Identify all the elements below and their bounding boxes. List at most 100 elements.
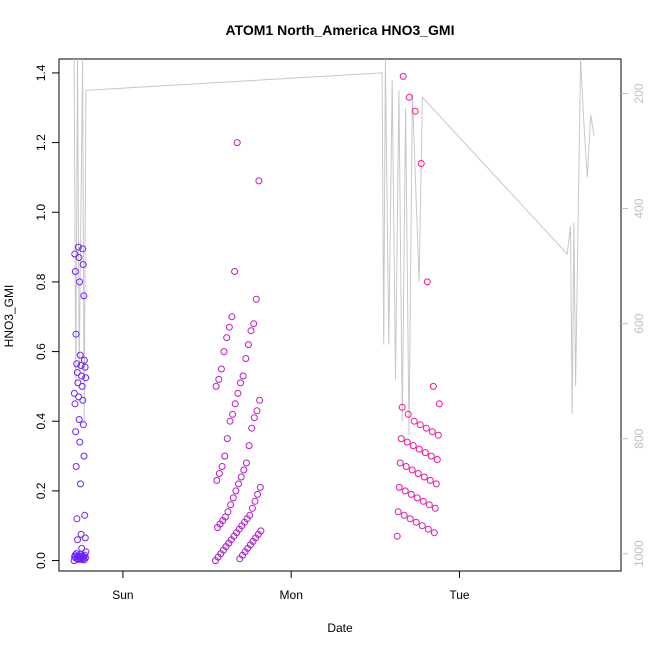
data-point (413, 494, 421, 502)
y-tick-label: 1.0 (34, 204, 48, 221)
data-point (212, 382, 220, 390)
data-point (71, 250, 79, 258)
data-point (245, 442, 253, 450)
data-point (81, 534, 89, 542)
data-point (73, 369, 81, 376)
data-point (402, 463, 410, 470)
scatter-points-layer (70, 72, 443, 565)
data-point (215, 375, 223, 383)
data-point (77, 480, 84, 488)
data-point (410, 417, 418, 425)
data-point (239, 372, 247, 380)
data-point (396, 459, 404, 467)
data-point (405, 93, 413, 101)
data-point (80, 356, 88, 364)
data-point (79, 261, 87, 268)
data-point (432, 480, 440, 488)
data-point (411, 107, 419, 115)
data-point (74, 536, 81, 544)
data-point (227, 501, 235, 509)
x-axis-label: Date (327, 621, 353, 635)
x-tick-label: Mon (280, 588, 303, 602)
data-point (416, 421, 424, 429)
data-point (425, 501, 433, 509)
data-point (78, 382, 86, 390)
data-point (427, 452, 435, 460)
chart-title: ATOM1 North_America HNO3_GMI (226, 22, 455, 38)
profile-line-layer (73, 59, 595, 436)
data-point (223, 334, 231, 342)
data-point (71, 400, 79, 408)
right-tick-label: 1000 (632, 540, 646, 567)
data-point (401, 487, 409, 495)
data-point (431, 504, 439, 512)
data-point (234, 389, 242, 397)
data-point (74, 379, 82, 387)
data-point (72, 428, 80, 436)
data-point (226, 417, 234, 425)
data-point (76, 278, 84, 286)
data-point (421, 449, 429, 457)
y-tick-label: 1.4 (34, 64, 48, 81)
data-point (415, 445, 423, 453)
data-point (233, 139, 241, 147)
data-point (418, 522, 426, 530)
data-point (213, 476, 221, 484)
data-point (414, 470, 422, 477)
data-point (78, 544, 86, 552)
data-point (81, 363, 89, 371)
right-axis: 200 400 600 800 1000 (621, 83, 646, 567)
data-point (78, 552, 86, 560)
data-point (225, 323, 233, 331)
data-point (220, 348, 228, 356)
data-point (223, 435, 231, 443)
data-point (435, 400, 443, 408)
data-point (244, 341, 252, 349)
x-tick-label: Tue (449, 588, 470, 602)
data-point (80, 452, 88, 460)
data-point (433, 456, 441, 463)
data-point (408, 466, 416, 474)
data-point (74, 556, 82, 563)
data-point (256, 396, 264, 404)
data-point (407, 490, 415, 498)
data-point (251, 497, 259, 505)
data-point (428, 428, 436, 436)
data-point (75, 393, 83, 401)
data-point (246, 511, 254, 519)
right-tick-label: 400 (632, 198, 646, 218)
right-tick-label: 800 (632, 428, 646, 448)
data-point (224, 508, 232, 516)
data-point (237, 473, 245, 481)
data-point (422, 424, 430, 432)
data-point (240, 466, 248, 474)
data-point (237, 379, 244, 387)
data-point (82, 374, 90, 382)
y-axis-label: HNO3_GMI (2, 285, 16, 348)
data-point (232, 487, 240, 495)
data-point (76, 351, 84, 359)
data-point (250, 414, 258, 422)
y-axis: 0.0 0.2 0.4 0.6 0.8 1.0 1.2 1.4 (34, 64, 59, 569)
data-point (253, 407, 261, 415)
data-point (79, 396, 87, 404)
data-point (250, 320, 258, 328)
data-point (231, 400, 239, 408)
y-tick-label: 1.2 (34, 134, 48, 151)
data-point (231, 268, 239, 275)
data-point (221, 452, 229, 460)
data-point (409, 442, 417, 450)
data-point (72, 463, 80, 470)
data-point (255, 177, 263, 185)
data-point (217, 365, 225, 373)
data-point (257, 527, 265, 535)
y-tick-label: 0.2 (34, 482, 48, 499)
data-point (404, 410, 412, 418)
y-tick-label: 0.6 (34, 343, 48, 360)
data-point (419, 497, 427, 505)
data-point (420, 473, 428, 481)
data-point (229, 410, 237, 418)
data-point (79, 555, 87, 562)
data-point (79, 421, 87, 429)
data-point (394, 508, 402, 516)
